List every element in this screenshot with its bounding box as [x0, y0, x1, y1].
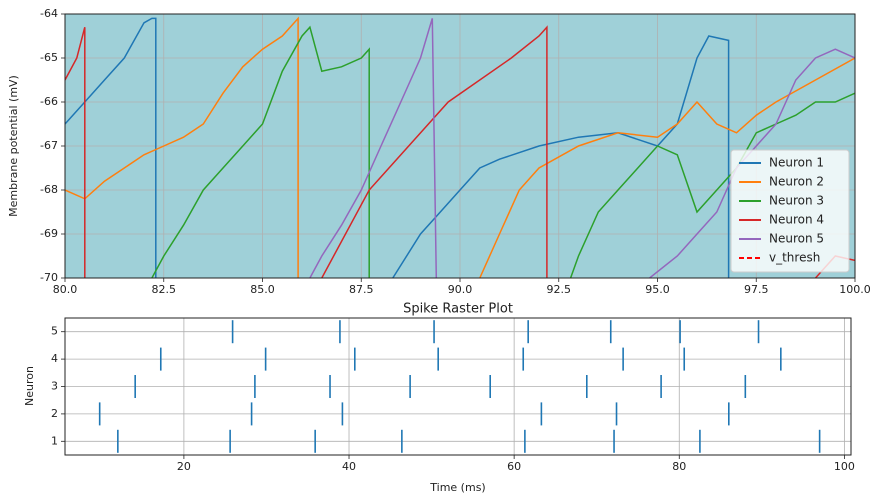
y-tick-label: 2	[51, 407, 58, 420]
legend-label: Neuron 5	[769, 232, 824, 246]
x-tick-label: 60	[507, 460, 521, 473]
x-tick-label: 80	[672, 460, 686, 473]
x-tick-label: 95.0	[645, 283, 670, 296]
legend-label: Neuron 1	[769, 156, 824, 170]
y-tick-label: -66	[40, 95, 58, 108]
y-tick-label: 4	[51, 352, 58, 365]
legend-label: Neuron 4	[769, 213, 824, 227]
x-tick-label: 20	[177, 460, 191, 473]
y-axis-label: Neuron	[23, 366, 36, 406]
y-tick-label: -64	[40, 7, 58, 20]
line-series	[65, 16, 855, 278]
x-tick-label: 90.0	[448, 283, 473, 296]
legend-label: Neuron 2	[769, 175, 824, 189]
y-tick-label: -69	[40, 227, 58, 240]
axes-frame	[64, 317, 852, 456]
y-tick-label: 1	[51, 434, 58, 447]
line-series	[65, 17, 730, 278]
y-tick-label: 5	[51, 325, 58, 338]
x-axis-label: Time (ms)	[429, 481, 485, 494]
x-tick-label: 100.0	[839, 283, 871, 296]
x-tick-label: 80.0	[53, 283, 78, 296]
x-tick-label: 85.0	[250, 283, 275, 296]
y-tick-label: 3	[51, 380, 58, 393]
x-tick-label: 40	[342, 460, 356, 473]
y-tick-label: -68	[40, 183, 58, 196]
x-tick-label: 87.5	[349, 283, 374, 296]
legend-label: Neuron 3	[769, 194, 824, 208]
x-tick-label: 82.5	[152, 283, 177, 296]
chart-title: Spike Raster Plot	[403, 302, 513, 317]
legend-box	[730, 149, 850, 273]
x-tick-label: 100	[834, 460, 855, 473]
line-series	[309, 18, 855, 278]
x-tick-label: 97.5	[744, 283, 769, 296]
axes-frame	[64, 13, 856, 279]
y-tick-label: -67	[40, 139, 58, 152]
y-tick-label: -70	[40, 271, 58, 284]
legend-label: v_thresh	[769, 251, 820, 265]
y-tick-label: -65	[40, 51, 58, 64]
line-series	[151, 25, 855, 278]
x-tick-label: 92.5	[547, 283, 572, 296]
y-axis-label: Membrane potential (mV)	[7, 75, 20, 217]
